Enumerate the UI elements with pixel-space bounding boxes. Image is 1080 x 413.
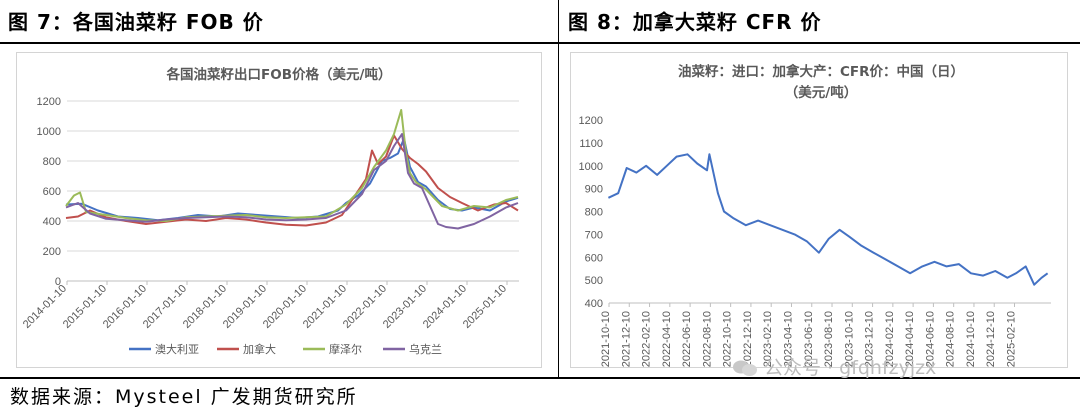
x-tick-label: 2024-02-10 — [884, 311, 896, 367]
y-tick-label: 400 — [585, 298, 603, 310]
y-tick-label: 700 — [585, 229, 603, 241]
x-tick-label: 2023-10-10 — [843, 311, 855, 367]
x-tick-label: 2022-10-10 — [722, 311, 734, 367]
wechat-icon — [733, 360, 757, 376]
y-tick-label: 800 — [585, 207, 603, 219]
y-tick-label: 400 — [43, 216, 61, 228]
watermark: 公众号 · gfqhfzyjzx — [732, 353, 936, 380]
x-tick-label: 2022-04-10 — [661, 311, 673, 367]
x-tick-label: 2022-08-10 — [701, 311, 713, 367]
y-tick-label: 200 — [43, 246, 61, 258]
fob-price-chart: 各国油菜籽出口FOB价格（美元/吨） 0 200 400 600 800 1000 1200 2… — [21, 66, 519, 356]
y-tick-label: 1000 — [37, 126, 61, 138]
x-tick-label: 2024-08-10 — [945, 311, 957, 367]
y-tick-label: 600 — [585, 252, 603, 264]
x-tick-label: 2022-06-10 — [681, 311, 693, 367]
data-source-note: 数据来源：Mysteel 广发期货研究所 — [10, 386, 358, 408]
y-tick-label: 1200 — [579, 115, 603, 127]
series-line — [65, 109, 519, 222]
x-tick-label: 2021-10-10 — [600, 311, 612, 367]
series-line — [607, 153, 1049, 286]
chart-title: 各国油菜籽出口FOB价格（美元/吨） — [166, 66, 392, 83]
x-tick-label: 2023-12-10 — [864, 311, 876, 367]
header-divider — [0, 42, 1080, 44]
x-tick-label: 2023-02-10 — [762, 311, 774, 367]
x-tick-label: 2025-01-10 — [461, 283, 509, 331]
x-tick-label: 2024-10-10 — [965, 311, 977, 367]
x-tick-label: 2024-12-10 — [985, 311, 997, 367]
y-tick-label: 800 — [43, 156, 61, 168]
x-tick-label: 2024-04-10 — [904, 311, 916, 367]
x-tick-label: 2024-06-10 — [924, 311, 936, 367]
x-tick-label: 2022-02-10 — [641, 311, 653, 367]
x-tick-label: 2025-02-10 — [1006, 311, 1018, 367]
legend-label: 乌克兰 — [409, 342, 442, 356]
legend-label: 摩泽尔 — [329, 342, 362, 356]
y-tick-label: 1100 — [579, 138, 603, 150]
y-tick-label: 1000 — [579, 161, 603, 173]
chart-title-line: （美元/吨） — [785, 84, 857, 101]
fob-chart-frame: 各国油菜籽出口FOB价格（美元/吨） 0 200 400 600 800 1000 1200 2… — [16, 52, 542, 368]
left-panel-title: 图 7：各国油菜籽 FOB 价 — [8, 10, 264, 34]
series-line — [65, 134, 519, 227]
x-tick-label: 2022-12-10 — [742, 311, 754, 367]
x-tick-label: 2021-12-10 — [620, 311, 632, 367]
chart-title-line: 油菜籽：进口：加拿大产：CFR价：中国（日） — [678, 63, 964, 80]
x-tick-label: 2023-08-10 — [823, 311, 835, 367]
right-panel-title: 图 8：加拿大菜籽 CFR 价 — [568, 10, 822, 34]
y-tick-label: 500 — [585, 275, 603, 287]
x-tick-label: 2023-06-10 — [803, 311, 815, 367]
legend-label: 澳大利亚 — [155, 342, 199, 356]
legend-label: 加拿大 — [243, 342, 276, 356]
watermark-text: 公众号 · gfqhfzyjzx — [764, 357, 937, 379]
series-line — [65, 133, 519, 230]
y-tick-label: 600 — [43, 186, 61, 198]
panel-divider — [558, 0, 559, 378]
y-tick-label: 900 — [585, 184, 603, 196]
y-tick-label: 1200 — [37, 96, 61, 108]
cfr-price-chart: 油菜籽：进口：加拿大产：CFR价：中国（日） （美元/吨） 400 500 600 700… — [579, 63, 1051, 367]
x-tick-label: 2023-04-10 — [782, 311, 794, 367]
y-tick-label: 0 — [55, 276, 61, 288]
footer-divider — [0, 377, 1080, 379]
cfr-chart-frame: 油菜籽：进口：加拿大产：CFR价：中国（日） （美元/吨） 400 500 600 700… — [570, 52, 1068, 368]
